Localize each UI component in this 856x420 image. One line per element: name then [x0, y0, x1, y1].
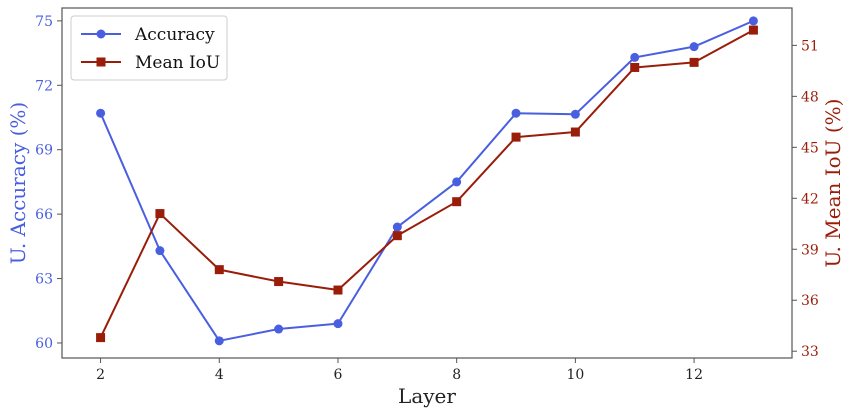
accuracy-point — [748, 16, 758, 26]
y-tick-right-label: 36 — [801, 293, 819, 309]
accuracy-point — [452, 177, 462, 187]
y-tick-right-label: 45 — [801, 140, 819, 156]
x-axis-label: Layer — [398, 384, 456, 408]
x-tick-label: 2 — [96, 367, 105, 383]
legend: Accuracy Mean IoU — [70, 15, 228, 81]
y-tick-right-label: 33 — [801, 344, 819, 360]
legend-accuracy-label: Accuracy — [134, 25, 215, 45]
x-tick-label: 4 — [215, 367, 224, 383]
mean-iou-point — [748, 25, 758, 35]
y-tick-left-label: 72 — [35, 78, 53, 94]
mean-iou-point — [630, 62, 640, 72]
accuracy-point — [392, 222, 402, 232]
plot-area-frame — [61, 7, 793, 359]
accuracy-point — [155, 246, 165, 256]
mean-iou-point — [392, 231, 402, 241]
accuracy-point — [630, 52, 640, 62]
y-tick-right-label: 42 — [801, 191, 819, 207]
x-tick-label: 10 — [566, 367, 584, 383]
y-tick-right-label: 51 — [801, 38, 819, 54]
bottom-axis-ticks: 2 4 6 8 10 12 — [96, 358, 703, 383]
x-tick-label: 8 — [452, 367, 461, 383]
x-tick-label: 6 — [334, 367, 343, 383]
accuracy-point — [689, 42, 699, 52]
accuracy-point — [274, 324, 284, 334]
mean-iou-point — [511, 132, 521, 142]
mean-iou-point — [570, 127, 580, 137]
x-tick-label: 12 — [685, 367, 703, 383]
legend-mean-iou-marker — [96, 57, 106, 67]
y-tick-left-label: 66 — [35, 207, 53, 223]
accuracy-point — [511, 108, 521, 118]
mean-iou-series-line — [99, 29, 754, 339]
mean-iou-point — [333, 285, 343, 295]
legend-box — [70, 15, 228, 81]
accuracy-point — [214, 336, 224, 346]
y-tick-left-label: 69 — [35, 143, 53, 159]
legend-accuracy-marker — [96, 29, 106, 39]
y-axis-label-left: U. Accuracy (%) — [6, 102, 30, 264]
accuracy-point — [570, 109, 580, 119]
mean-iou-point — [214, 265, 224, 275]
y-tick-left-label: 75 — [35, 14, 53, 30]
legend-mean-iou-label: Mean IoU — [135, 53, 220, 73]
y-tick-left-label: 60 — [35, 336, 53, 352]
y-tick-right-label: 48 — [801, 89, 819, 105]
right-axis-ticks: 33 36 39 42 45 48 51 — [792, 38, 819, 360]
mean-iou-point — [274, 277, 284, 287]
mean-iou-point — [689, 57, 699, 67]
accuracy-point — [96, 108, 106, 118]
mean-iou-point — [96, 333, 106, 343]
mean-iou-point — [452, 197, 462, 207]
y-tick-right-label: 39 — [801, 242, 819, 258]
accuracy-series-line — [99, 19, 754, 342]
accuracy-point — [333, 319, 343, 329]
left-axis-ticks: 60 63 66 69 72 75 — [35, 14, 62, 352]
series-layer — [96, 16, 758, 346]
y-tick-left-label: 63 — [35, 272, 53, 288]
mean-iou-point — [155, 209, 165, 219]
y-axis-label-right: U. Mean IoU (%) — [821, 99, 845, 268]
